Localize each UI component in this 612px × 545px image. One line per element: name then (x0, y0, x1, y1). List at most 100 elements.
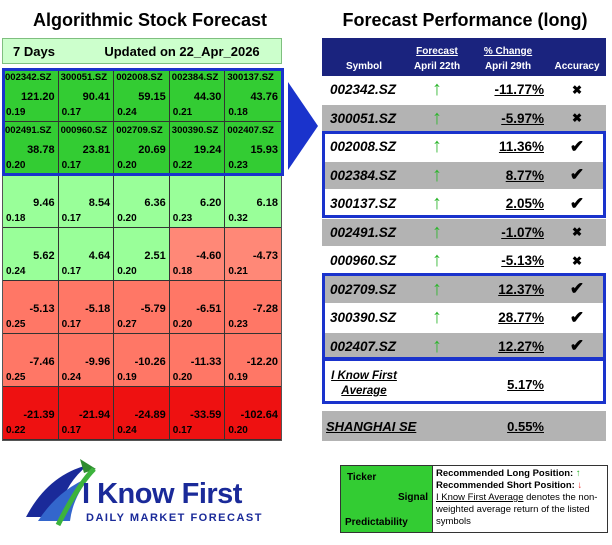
legend-cell-sample: Ticker Signal Predictability (341, 466, 433, 532)
horizon-label: 7 Days (13, 43, 55, 59)
heatmap-cell: 8.54 0.17 (58, 175, 115, 228)
performance-row: 002342.SZ ↑ -11.77% ✖ (322, 76, 606, 105)
cell-predictability: 0.20 (228, 425, 248, 436)
cell-signal: -4.60 (196, 250, 222, 262)
cell-signal: -21.39 (23, 409, 55, 421)
check-icon: ✔ (569, 279, 585, 299)
row-change: 12.27% (498, 338, 544, 354)
performance-row: 300137.SZ ↑ 2.05% ✔ (322, 190, 606, 219)
cell-symbol: 002342.SZ (5, 72, 52, 83)
cell-predictability: 0.17 (61, 107, 82, 118)
row-symbol: 300137.SZ (330, 196, 397, 212)
performance-row: 002008.SZ ↑ 11.36% ✔ (322, 133, 606, 162)
row-symbol: 002384.SZ (330, 167, 397, 183)
cell-predictability: 0.18 (172, 266, 193, 277)
up-arrow-icon: ↑ (432, 106, 442, 129)
cell-symbol: 000960.SZ (60, 125, 108, 136)
cell-signal: 90.41 (82, 91, 111, 103)
heatmap-cell: 002384.SZ 44.30 0.21 (169, 69, 226, 122)
cell-symbol: 300390.SZ (171, 125, 219, 136)
cell-signal: -10.26 (134, 356, 166, 368)
col-symbol: Symbol (345, 61, 383, 72)
legend-text: Recommended Long Position: ↑ Recommended… (433, 466, 607, 532)
cell-signal: -7.28 (252, 303, 278, 315)
cell-signal: 19.24 (193, 144, 222, 156)
cell-signal: 121.20 (20, 91, 55, 103)
heatmap-cell: 000960.SZ 23.81 0.17 (58, 122, 115, 175)
cell-signal: 43.76 (250, 91, 278, 103)
heatmap-cell: -12.20 0.19 (225, 334, 281, 387)
cell-predictability: 0.17 (61, 319, 82, 330)
benchmark-value: 0.55% (507, 418, 544, 434)
benchmark-label: SHANGHAI SE (326, 418, 417, 434)
check-icon: ✔ (569, 193, 585, 213)
row-change: -5.97% (501, 110, 544, 126)
row-change: -1.07% (501, 224, 544, 240)
cell-predictability: 0.17 (61, 213, 82, 224)
legend-ticker: Ticker (347, 472, 377, 483)
cell-signal: 44.30 (193, 91, 222, 103)
heatmap-cell: 002491.SZ 38.78 0.20 (3, 122, 59, 175)
heatmap-cell: -11.33 0.20 (169, 334, 226, 387)
cell-signal: -9.96 (85, 356, 111, 368)
heatmap-row: -21.39 0.22 -21.94 0.17 -24.89 0.24 -33.59 0.17… (3, 387, 281, 440)
row-change: 12.37% (498, 281, 544, 297)
up-arrow-icon: ↑ (432, 306, 442, 329)
heatmap-cell: -21.39 0.22 (3, 387, 59, 440)
legend-signal: Signal (397, 492, 428, 503)
row-symbol: 002407.SZ (330, 338, 397, 354)
row-change: 28.77% (498, 310, 544, 326)
arrow-right-icon (288, 82, 318, 170)
cell-signal: 38.78 (27, 144, 55, 156)
cell-symbol: 002491.SZ (5, 125, 52, 136)
performance-table: Symbol Forecast April 22th % Change Apri… (322, 38, 606, 441)
cell-signal: -21.94 (78, 409, 111, 421)
cell-signal: -102.64 (240, 409, 278, 421)
up-arrow-icon: ↑ (432, 277, 442, 300)
heatmap-row: 5.62 0.24 4.64 0.17 2.51 0.20 -4.60 0.18 -4.73 0.… (3, 228, 281, 281)
performance-title: Forecast Performance (long) (342, 10, 588, 30)
legend-avg-name: I Know First Average (436, 492, 524, 503)
cell-signal: 4.64 (88, 250, 111, 262)
performance-row: 002384.SZ ↑ 8.77% ✔ (322, 161, 606, 190)
cell-predictability: 0.22 (6, 425, 26, 436)
col-change: % Change April 29th (483, 46, 533, 72)
cell-predictability: 0.25 (6, 372, 26, 383)
row-change: -11.77% (494, 82, 544, 98)
cell-predictability: 0.20 (6, 160, 26, 171)
heatmap-cell: 4.64 0.17 (58, 228, 115, 281)
up-arrow-icon: ↑ (432, 135, 442, 158)
cell-predictability: 0.20 (172, 372, 193, 383)
heatmap-row: 9.46 0.18 8.54 0.17 6.36 0.20 6.20 0.23 6.18 0.32 (3, 175, 281, 228)
forecast-heatmap-grid: 002342.SZ 121.20 0.19 300051.SZ 90.41 0.17 002… (2, 68, 282, 441)
row-symbol: 300390.SZ (330, 310, 397, 326)
cell-signal: -5.18 (85, 303, 111, 315)
cell-symbol: 002384.SZ (171, 72, 219, 83)
heatmap-cell: 5.62 0.24 (3, 228, 59, 281)
heatmap-cell: -9.96 0.24 (58, 334, 115, 387)
performance-rows: 002342.SZ ↑ -11.77% ✖ 300051.SZ ↑ -5.97% ✖ 00200… (322, 76, 606, 361)
average-value: 5.17% (507, 376, 544, 392)
heatmap-cell: -7.46 0.25 (3, 334, 59, 387)
short-arrow-icon: ↓ (577, 480, 583, 491)
long-arrow-icon: ↑ (575, 468, 581, 479)
performance-table-header: Symbol Forecast April 22th % Change Apri… (322, 38, 606, 76)
cell-signal: 2.51 (144, 250, 166, 262)
check-icon: ✔ (569, 136, 585, 156)
heatmap-cell: -5.18 0.17 (58, 281, 115, 334)
row-symbol: 300051.SZ (330, 110, 397, 126)
row-change: -5.13% (501, 253, 544, 269)
cell-predictability: 0.19 (117, 372, 137, 383)
cell-signal: -6.51 (196, 303, 222, 315)
performance-row: 300051.SZ ↑ -5.97% ✖ (322, 104, 606, 133)
row-symbol: 000960.SZ (330, 253, 397, 269)
row-change: 11.36% (498, 139, 544, 155)
heatmap-cell: -5.13 0.25 (3, 281, 59, 334)
heatmap-cell: 300137.SZ 43.76 0.18 (225, 69, 281, 122)
cell-signal: -5.79 (140, 303, 166, 315)
cell-signal: 6.18 (256, 197, 278, 209)
cell-signal: 5.62 (33, 250, 55, 262)
cell-signal: 15.93 (250, 144, 278, 156)
heatmap-row: -5.13 0.25 -5.18 0.17 -5.79 0.27 -6.51 0.20 -7.2… (3, 281, 281, 334)
performance-row: 002709.SZ ↑ 12.37% ✔ (322, 275, 606, 304)
